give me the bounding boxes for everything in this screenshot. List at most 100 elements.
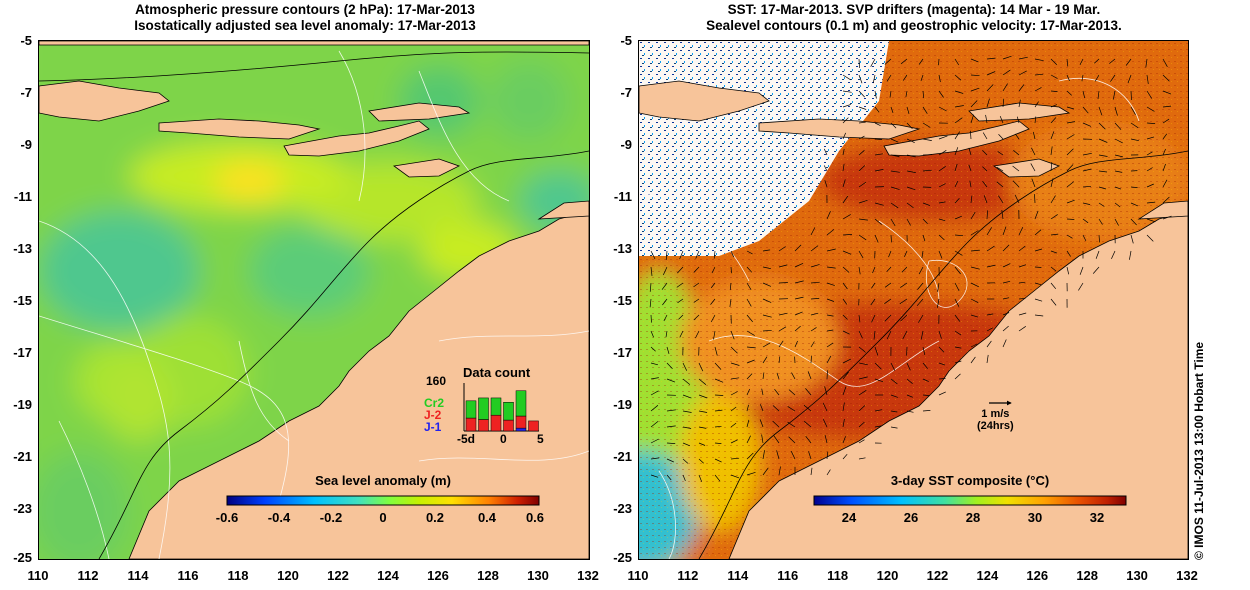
velocity-arrow <box>970 282 979 288</box>
velocity-arrow <box>1034 229 1042 236</box>
x-tick-label: 124 <box>976 568 999 583</box>
velocity-arrow <box>954 266 961 275</box>
velocity-arrow <box>762 282 772 287</box>
velocity-arrow <box>1050 58 1058 66</box>
velocity-arrow <box>954 147 959 156</box>
velocity-arrow <box>1034 282 1042 286</box>
velocity-arrow <box>1018 56 1028 60</box>
velocity-arrow <box>1050 162 1053 172</box>
velocity-arrow <box>805 388 812 396</box>
velocity-arrow <box>1130 138 1139 142</box>
velocity-arrow <box>713 330 716 340</box>
velocity-arrow <box>890 426 898 429</box>
velocity-arrow <box>842 298 848 305</box>
velocity-arrow <box>1082 106 1089 114</box>
data-count-bar-segment <box>478 419 489 432</box>
velocity-arrow <box>714 378 724 383</box>
velocity-arrow <box>954 250 963 256</box>
y-tick-label: -17 <box>613 345 632 360</box>
velocity-arrow <box>772 405 780 412</box>
velocity-arrow <box>650 474 659 478</box>
velocity-arrow <box>776 372 780 380</box>
velocity-arrow <box>858 250 864 259</box>
velocity-arrow <box>776 450 780 460</box>
velocity-arrow <box>871 282 876 289</box>
velocity-arrow <box>888 250 892 258</box>
velocity-arrow <box>918 266 924 275</box>
velocity-arrow <box>969 180 972 188</box>
velocity-arrow <box>1078 282 1084 291</box>
velocity-arrow <box>665 250 668 261</box>
velocity-arrow <box>810 245 819 252</box>
velocity-arrow <box>890 410 898 413</box>
velocity-arrow <box>858 330 863 339</box>
velocity-arrow <box>858 199 868 204</box>
velocity-arrow <box>890 378 898 385</box>
velocity-arrow <box>1098 122 1106 130</box>
legend-j2: J-2 <box>424 408 442 422</box>
velocity-arrow <box>986 227 992 236</box>
velocity-arrow <box>803 420 812 428</box>
velocity-arrow <box>970 211 976 220</box>
sla-colorbar-tick: -0.6 <box>215 510 239 525</box>
velocity-arrow <box>823 165 828 172</box>
velocity-arrow <box>1130 218 1137 226</box>
velocity-arrow <box>842 266 850 273</box>
velocity-arrow <box>822 402 828 412</box>
velocity-arrow <box>874 106 880 113</box>
velocity-arrow <box>858 58 860 69</box>
velocity-arrow <box>842 195 849 204</box>
x-tick-label: 116 <box>777 568 799 583</box>
velocity-arrow <box>874 218 882 225</box>
velocity-arrow <box>730 266 732 274</box>
velocity-arrow <box>710 282 716 289</box>
velocity-arrow <box>906 170 916 173</box>
velocity-arrow <box>746 419 750 428</box>
velocity-arrow <box>858 218 868 221</box>
velocity-arrow <box>759 419 764 428</box>
y-tick-label: -11 <box>13 189 32 204</box>
velocity-arrow <box>773 435 780 444</box>
velocity-arrow <box>1034 266 1042 268</box>
velocity-arrow <box>890 394 899 398</box>
velocity-arrow <box>1094 58 1100 64</box>
velocity-arrow <box>906 106 910 114</box>
velocity-arrow <box>746 388 751 396</box>
velocity-arrow <box>858 376 868 380</box>
velocity-arrow <box>693 266 700 273</box>
right-title-line2: Sealevel contours (0.1 m) and geostrophi… <box>706 18 1122 33</box>
velocity-arrow <box>682 378 691 385</box>
velocity-arrow <box>826 298 835 302</box>
velocity-arrow <box>805 435 812 444</box>
sea-level-anomaly-map[interactable]: Data count 160 Cr2 J-2 J-1 -5d 0 5 Sea l… <box>38 40 590 560</box>
velocity-arrow <box>970 249 980 252</box>
velocity-arrow <box>1162 105 1172 108</box>
velocity-arrow <box>762 342 771 348</box>
velocity-arrow <box>730 439 738 444</box>
velocity-arrow <box>1050 90 1058 92</box>
velocity-arrow <box>1082 122 1092 127</box>
velocity-arrow <box>1066 134 1075 140</box>
sst-map[interactable]: 1 m/s (24hrs) 3-day SST composite (°C) 2… <box>638 40 1189 560</box>
velocity-arrow <box>1114 122 1122 130</box>
velocity-arrow <box>1002 339 1007 348</box>
velocity-arrow <box>874 362 882 370</box>
velocity-arrow <box>858 181 867 188</box>
velocity-arrow <box>906 378 913 384</box>
velocity-arrow <box>762 266 771 269</box>
velocity-arrow <box>677 298 684 304</box>
velocity-arrow <box>905 90 908 98</box>
velocity-arrow <box>1066 121 1076 124</box>
velocity-arrow <box>899 298 908 305</box>
velocity-arrow <box>762 356 768 364</box>
velocity-arrow <box>922 378 929 382</box>
x-tick-label: 124 <box>377 568 399 583</box>
velocity-arrow <box>1146 183 1154 188</box>
velocity-arrow <box>922 346 926 355</box>
velocity-arrow <box>986 71 996 76</box>
velocity-arrow <box>676 282 684 288</box>
y-tick-label: -15 <box>13 293 32 308</box>
velocity-arrow <box>1162 179 1168 188</box>
velocity-arrow <box>698 362 704 372</box>
velocity-scale-value: 1 m/s <box>981 408 1010 420</box>
